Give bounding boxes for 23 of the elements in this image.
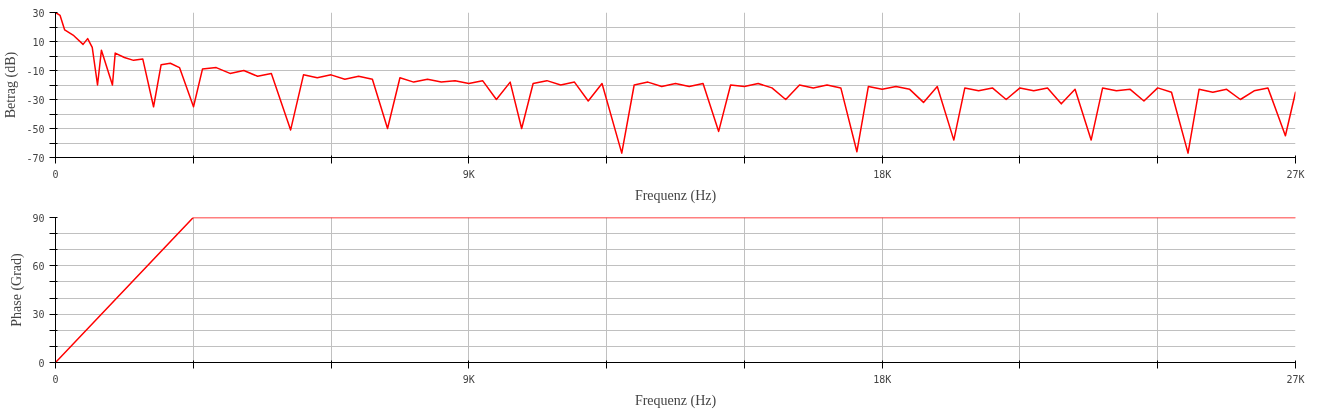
y-axis-title: Phase (Grad) bbox=[9, 252, 26, 327]
y-tick-label: -70 bbox=[26, 152, 45, 164]
y-tick-label: 30 bbox=[32, 7, 45, 19]
x-tick-label: 18K bbox=[873, 168, 892, 180]
y-tick-label: -30 bbox=[26, 94, 45, 106]
y-tick-label: 10 bbox=[32, 36, 45, 48]
x-tick-label: 18K bbox=[873, 373, 892, 385]
x-tick-label: 27K bbox=[1286, 168, 1305, 180]
y-tick-label: 0 bbox=[38, 357, 45, 369]
y-tick-label: 30 bbox=[32, 309, 45, 321]
y-tick-label: 90 bbox=[32, 212, 45, 224]
x-tick-label: 9K bbox=[462, 168, 475, 180]
x-axis-title: Frequenz (Hz) bbox=[634, 392, 717, 409]
line-series bbox=[55, 12, 1296, 154]
x-tick-label: 0 bbox=[52, 373, 59, 385]
x-axis-title: Frequenz (Hz) bbox=[634, 187, 717, 204]
x-tick-label: 9K bbox=[462, 373, 475, 385]
y-tick-label: -10 bbox=[26, 65, 45, 77]
x-tick-label: 27K bbox=[1286, 373, 1305, 385]
y-tick-label: 60 bbox=[32, 260, 45, 272]
x-tick-label: 0 bbox=[52, 168, 59, 180]
y-axis-title: Betrag (dB) bbox=[3, 51, 20, 119]
y-tick-label: -50 bbox=[26, 123, 45, 135]
